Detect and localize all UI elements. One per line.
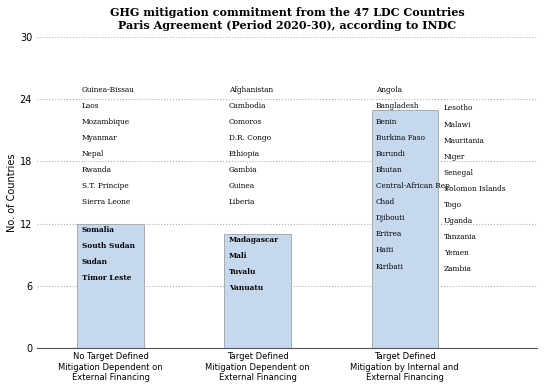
Text: Mozambique: Mozambique: [82, 118, 130, 126]
Text: Djibouti: Djibouti: [376, 214, 405, 223]
Text: Niger: Niger: [444, 152, 465, 161]
Text: Benin: Benin: [376, 118, 397, 126]
Text: Tuvalu: Tuvalu: [229, 268, 256, 276]
Text: Togo: Togo: [444, 201, 462, 209]
Title: GHG mitigation commitment from the 47 LDC Countries
Paris Agreement (Period 2020: GHG mitigation commitment from the 47 LD…: [110, 7, 465, 31]
Text: Timor Leste: Timor Leste: [82, 274, 131, 282]
Text: Mali: Mali: [229, 252, 248, 260]
Text: Somalia: Somalia: [82, 226, 115, 234]
Text: South Sudan: South Sudan: [82, 242, 135, 250]
Text: S.T. Principe: S.T. Principe: [82, 182, 128, 190]
Bar: [372, 110, 438, 348]
Text: Ethiopia: Ethiopia: [229, 150, 260, 158]
Text: Guinea: Guinea: [229, 182, 255, 190]
Text: Yemen: Yemen: [444, 249, 468, 257]
Text: Afghanistan: Afghanistan: [229, 86, 273, 94]
Text: Vanuatu: Vanuatu: [229, 284, 263, 292]
Text: Laos: Laos: [82, 102, 100, 110]
Text: Burundi: Burundi: [376, 150, 406, 158]
Text: Guinea-Bissau: Guinea-Bissau: [82, 86, 135, 94]
Text: Solomon Islands: Solomon Islands: [444, 185, 505, 193]
Text: Chad: Chad: [376, 198, 395, 206]
Text: Angola: Angola: [376, 86, 402, 94]
Text: Cambodia: Cambodia: [229, 102, 267, 110]
Text: Liberia: Liberia: [229, 198, 255, 206]
Text: Central-African Rep.: Central-African Rep.: [376, 182, 452, 190]
Text: Mauritania: Mauritania: [444, 137, 485, 145]
Bar: [225, 234, 290, 348]
Bar: [77, 224, 144, 348]
Text: Tanzania: Tanzania: [444, 233, 477, 241]
Text: Sierra Leone: Sierra Leone: [82, 198, 130, 206]
Text: Bhutan: Bhutan: [376, 166, 403, 174]
Text: Comoros: Comoros: [229, 118, 262, 126]
Text: Madagascar: Madagascar: [229, 236, 279, 244]
Text: Kiribati: Kiribati: [376, 263, 404, 271]
Text: D.R. Congo: D.R. Congo: [229, 134, 271, 142]
Text: Burkina Faso: Burkina Faso: [376, 134, 425, 142]
Text: Malawi: Malawi: [444, 121, 471, 128]
Text: Uganda: Uganda: [444, 217, 473, 225]
Text: Sudan: Sudan: [82, 258, 108, 266]
Text: Haiti: Haiti: [376, 247, 394, 254]
Text: Nepal: Nepal: [82, 150, 104, 158]
Y-axis label: No. of Countries: No. of Countries: [7, 153, 17, 232]
Text: Gambia: Gambia: [229, 166, 257, 174]
Text: Zambia: Zambia: [444, 265, 472, 273]
Text: Eritrea: Eritrea: [376, 230, 402, 238]
Text: Myanmar: Myanmar: [82, 134, 118, 142]
Text: Bangladesh: Bangladesh: [376, 102, 419, 110]
Text: Rwanda: Rwanda: [82, 166, 112, 174]
Text: Senegal: Senegal: [444, 169, 474, 177]
Text: Lesotho: Lesotho: [444, 105, 473, 112]
